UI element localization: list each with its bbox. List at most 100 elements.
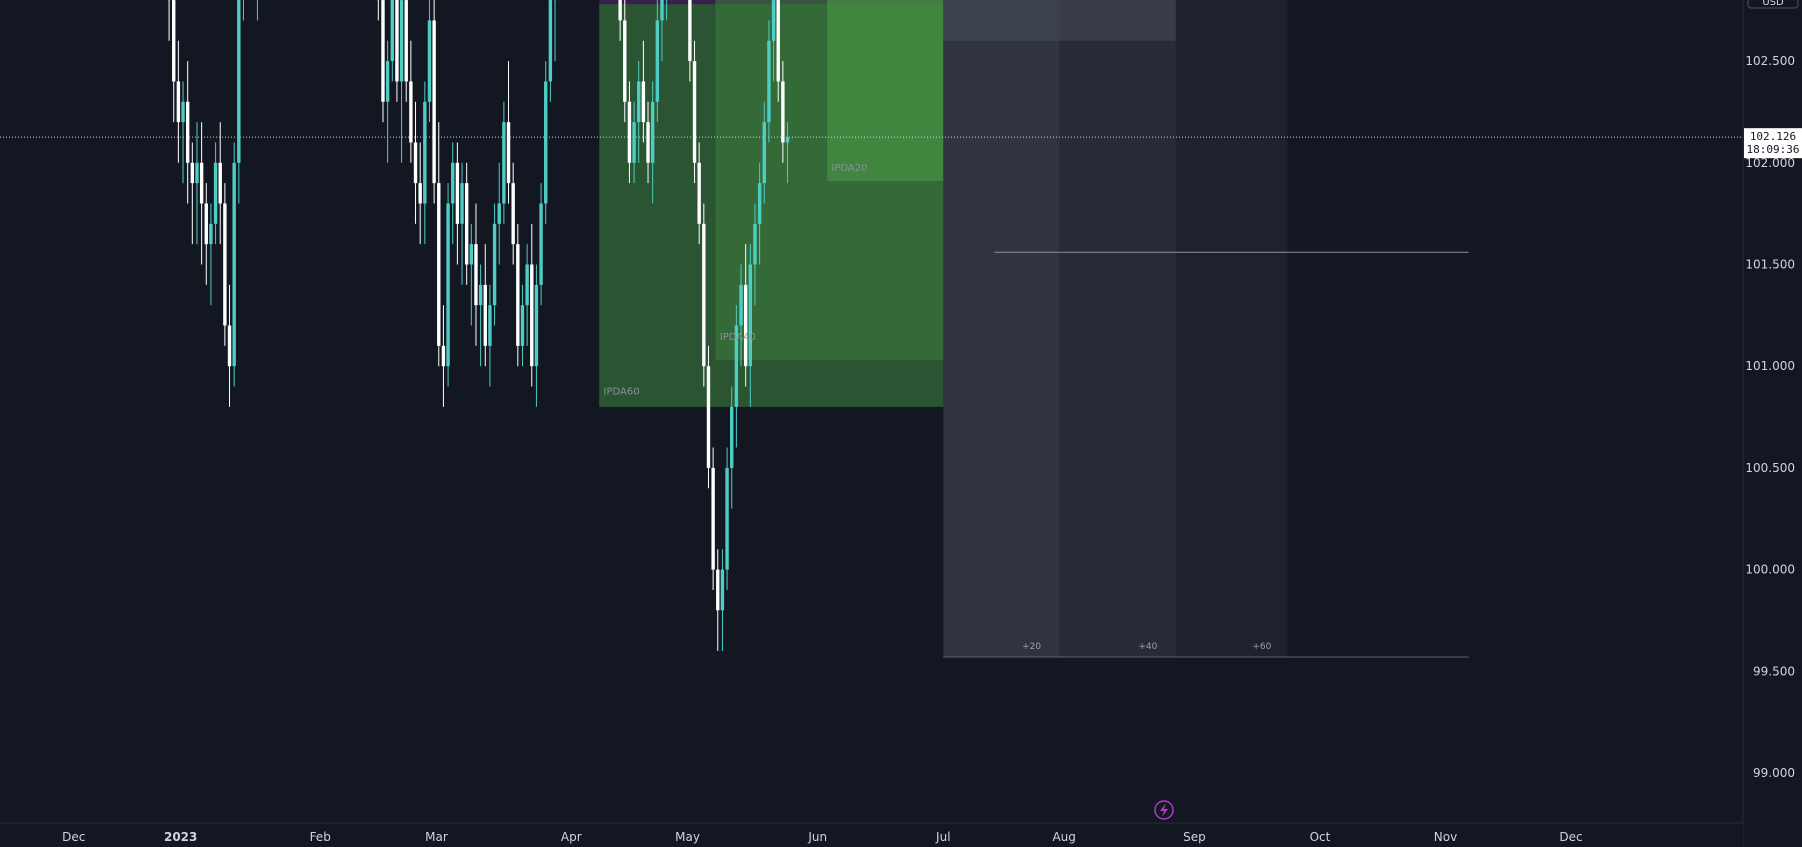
price-tick-label: 99.000 [1753,766,1795,780]
candle-body [464,183,469,265]
time-tick-label: Aug [1052,830,1075,844]
candle-body [497,203,501,224]
candle-body [204,203,208,245]
candle [762,101,766,204]
candle-body [757,183,762,224]
lightning-icon[interactable] [1154,800,1174,820]
time-tick-label: Dec [62,830,85,844]
candle-body [399,0,404,82]
candle [172,0,176,123]
candle-body [623,20,627,102]
candle-body [511,183,515,245]
candle [530,223,534,387]
candle-body [181,101,185,123]
price-tick-label: 102.000 [1745,156,1795,170]
time-tick-label: Feb [310,830,331,844]
candle [688,0,692,82]
candle [432,0,436,204]
candle-body [488,305,492,346]
candle [666,0,668,21]
candle-body [688,0,692,62]
candle-body [423,101,427,204]
candle [706,345,711,489]
candle-body [474,244,478,306]
candle [209,203,213,306]
currency-label: USD [1762,0,1784,8]
time-tick-label: Dec [1559,830,1582,844]
candle [730,386,734,509]
candle-body [739,284,743,326]
candle [650,81,655,204]
time-tick-label: Apr [561,830,582,844]
candle-body [185,101,190,163]
candle-body [469,244,474,265]
candle [646,101,650,184]
candle-body [544,81,548,204]
candle [785,122,790,184]
candle-body [460,183,464,224]
time-tick-label: May [675,830,700,844]
candle [256,0,258,21]
time-tick-label: Mar [425,830,448,844]
candle-body [520,305,525,346]
candle [655,0,660,123]
candle [460,162,464,285]
candle-body [492,223,497,306]
price-tick-label: 100.500 [1745,461,1795,475]
candle-body [413,142,418,184]
candle-body [734,325,739,407]
candle [409,40,413,163]
projection-box-3 [1175,0,1288,658]
projection-box-1 [943,0,1060,658]
candle-body [478,284,483,306]
candle-body [223,203,227,326]
candle-body [213,162,218,224]
candle [195,122,199,245]
candle [525,244,529,346]
candle [627,81,632,184]
candle [776,0,780,102]
candle-body [748,264,753,367]
candle [399,0,404,163]
candle [181,81,185,184]
candle [451,142,455,245]
candle-body [720,569,725,611]
candle [767,20,771,143]
zones-layer [599,0,944,407]
candle [483,244,487,367]
candle [757,162,762,265]
labels-layer: IPDA60 IPDA40 IPDA20 +20 +40 +60 [604,163,1272,652]
candle-body [441,345,446,367]
candle [232,142,236,387]
time-axis[interactable]: Dec 2023 Feb Mar Apr May Jun Jul Aug Sep Oct Nov Dec [0,822,1743,847]
candle-body [525,264,529,306]
time-tick-label: Sep [1183,830,1206,844]
candle [623,0,627,123]
candle [488,284,492,387]
candle [748,244,753,407]
candle-body [176,81,181,123]
price-axis[interactable]: 99.000 99.500 100.000 100.500 101.000 101.500… [1742,0,1802,847]
candle-body [697,162,701,224]
candle-body [190,162,195,184]
candle [720,549,725,651]
projection-label-1: +20 [1022,642,1041,652]
candle-body [646,122,650,163]
candles-layer [167,0,790,651]
candle [227,284,232,407]
candle-body [632,122,636,163]
candle-body [655,20,660,102]
candle [190,142,195,245]
candle [697,142,701,245]
candle [223,183,227,346]
candle-body [432,20,436,184]
candle [204,183,208,285]
candle-body [451,162,455,204]
candle [618,0,622,41]
candle-body [771,0,776,41]
currency-badge-frame [1747,0,1799,9]
candle [692,40,697,184]
candle-body [692,61,697,163]
